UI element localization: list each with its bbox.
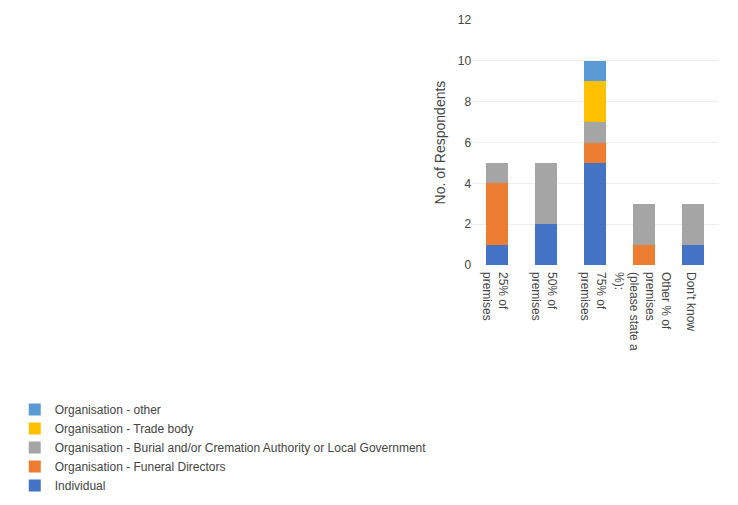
svg-text:25% ofpremises: 25% ofpremises	[480, 272, 510, 321]
svg-text:50% ofpremises: 50% ofpremises	[529, 272, 559, 321]
svg-text:10: 10	[458, 54, 472, 68]
svg-text:Other % ofpremises(please stat: Other % ofpremises(please state a%):	[612, 272, 673, 351]
svg-text:12: 12	[458, 13, 472, 27]
svg-text:Organisation - Trade body: Organisation - Trade body	[55, 422, 194, 436]
svg-text:Organisation - Burial and/or C: Organisation - Burial and/or Cremation A…	[55, 441, 427, 455]
svg-text:6: 6	[464, 136, 471, 150]
svg-text:2: 2	[464, 217, 471, 231]
svg-text:75% ofpremises: 75% ofpremises	[578, 272, 608, 321]
svg-text:Individual: Individual	[55, 479, 106, 493]
svg-text:Don't know: Don't know	[684, 272, 698, 331]
svg-text:No. of Respondents: No. of Respondents	[432, 81, 448, 205]
svg-text:Organisation - Funeral Directo: Organisation - Funeral Directors	[55, 460, 226, 474]
svg-text:Organisation - other: Organisation - other	[55, 403, 161, 417]
svg-text:8: 8	[464, 95, 471, 109]
svg-text:4: 4	[464, 177, 471, 191]
svg-text:0: 0	[464, 258, 471, 272]
